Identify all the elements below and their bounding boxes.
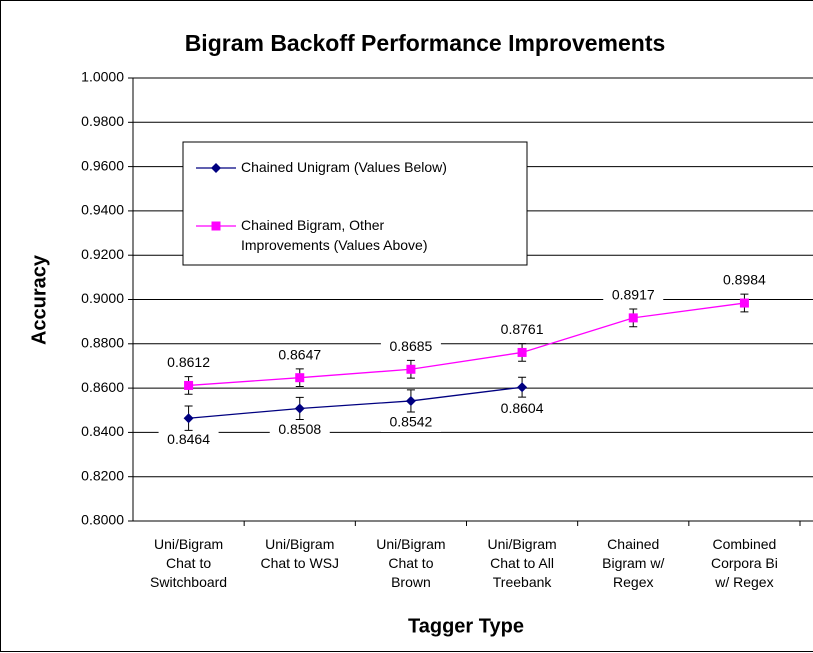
- x-tick-label: Uni/Bigram Chat to WSJ: [260, 536, 339, 571]
- x-tick-label: Chained Bigram w/Regex: [602, 536, 664, 590]
- label-bg: [158, 431, 219, 450]
- y-tick-label: 0.8200: [81, 467, 124, 483]
- x-tick-label: Uni/Bigram Chat to Brown: [376, 536, 445, 590]
- series-line: [188, 386, 523, 419]
- legend-box: [182, 141, 528, 266]
- y-tick-label: 0.9400: [81, 202, 124, 218]
- marker: [517, 347, 527, 357]
- y-tick-label: 0.8600: [81, 379, 124, 395]
- data-label: 0.8685: [390, 338, 433, 354]
- label-bg: [158, 354, 219, 373]
- marker: [183, 413, 194, 424]
- data-label: 0.8761: [501, 321, 544, 337]
- marker: [405, 395, 416, 406]
- label-bg: [269, 346, 330, 365]
- y-tick-label: 0.8000: [81, 512, 124, 528]
- label-bg: [714, 272, 775, 291]
- series-line: [188, 302, 745, 387]
- y-tick-label: 0.8800: [81, 335, 124, 351]
- y-tick-label: 0.9800: [81, 113, 124, 129]
- x-tick-label: Uni/Bigram Chat to Switchboard: [150, 536, 227, 590]
- marker: [295, 373, 305, 383]
- data-label: 0.8542: [390, 414, 433, 430]
- y-tick-label: 0.9200: [81, 246, 124, 262]
- x-tick-label: Combined Corpora Bi w/ Regex: [711, 536, 778, 590]
- label-bg: [380, 413, 441, 432]
- y-tick-label: 0.9000: [81, 290, 124, 306]
- y-tick-label: 1.0000: [81, 69, 124, 85]
- marker: [294, 403, 305, 414]
- y-tick-label: 0.8400: [81, 423, 124, 439]
- legend-marker: [211, 163, 221, 173]
- label-bg: [492, 321, 553, 340]
- data-label: 0.8647: [278, 346, 321, 362]
- label-bg: [492, 400, 553, 419]
- y-tick-label: 0.9600: [81, 157, 124, 173]
- marker: [406, 364, 416, 374]
- label-bg: [269, 421, 330, 440]
- data-label: 0.8917: [612, 287, 655, 303]
- marker: [517, 382, 528, 393]
- x-tick-label: Uni/Bigram Chat to All Treebank: [487, 536, 556, 590]
- data-label: 0.8984: [723, 272, 766, 288]
- y-axis-title: Accuracy: [28, 254, 50, 345]
- data-label: 0.8464: [167, 431, 210, 447]
- chart-title: Bigram Backoff Performance Improvements: [185, 30, 666, 56]
- data-label: 0.8612: [167, 354, 210, 370]
- marker: [628, 313, 638, 323]
- label-bg: [380, 338, 441, 357]
- data-label: 0.8604: [501, 400, 544, 416]
- legend-marker: [211, 221, 221, 231]
- legend-label: Chained Bigram, Other Improvements (Value…: [241, 217, 428, 253]
- legend-label: Chained Unigram (Values Below): [241, 159, 447, 175]
- label-bg: [603, 286, 664, 305]
- data-label: 0.8508: [278, 421, 321, 437]
- marker: [739, 298, 749, 308]
- marker: [184, 380, 194, 390]
- x-axis-title: Tagger Type: [408, 615, 524, 637]
